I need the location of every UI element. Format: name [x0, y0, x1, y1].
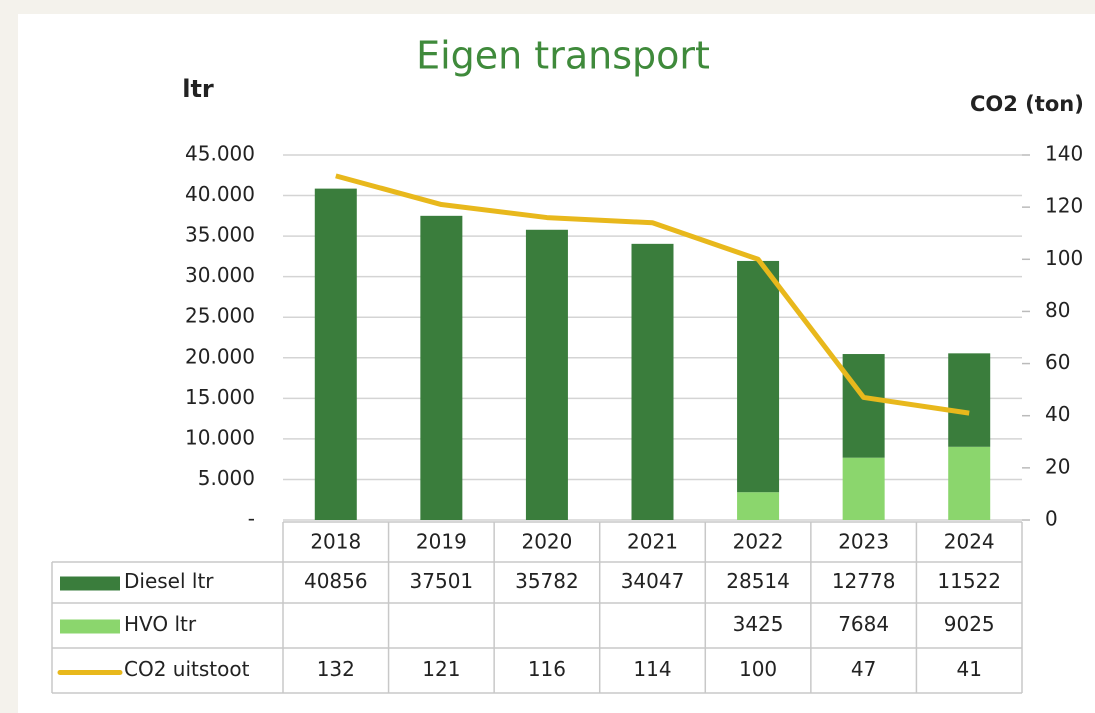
table-value: 41: [956, 657, 981, 681]
y2-tick-label: 80: [1045, 298, 1070, 322]
y-tick-label: 10.000: [185, 425, 255, 449]
legend-label: Diesel ltr: [124, 569, 214, 593]
bar: [420, 215, 463, 520]
legend-swatch: [60, 576, 120, 591]
y2-tick-label: 0: [1045, 507, 1058, 531]
x-tick-label: 2020: [521, 530, 572, 554]
x-tick-label: 2024: [944, 530, 995, 554]
table-value: 3425: [733, 612, 784, 636]
y-axis-label: ltr: [182, 75, 214, 103]
y-tick-label: 45.000: [185, 142, 255, 166]
y-tick-label: 40.000: [185, 182, 255, 206]
y-tick-label: 25.000: [185, 304, 255, 328]
co2-line: [335, 173, 970, 416]
legend-swatch: [60, 619, 120, 634]
bar: [948, 353, 991, 447]
y-tick-label: 30.000: [185, 263, 255, 287]
table-value: 40856: [304, 569, 368, 593]
x-tick-label: 2023: [838, 530, 889, 554]
table-value: 47: [851, 657, 876, 681]
table-value: 7684: [838, 612, 889, 636]
table-value: 35782: [515, 569, 579, 593]
y-tick-label: -: [248, 507, 255, 531]
y2-tick-label: 60: [1045, 350, 1070, 374]
y2-tick-label: 140: [1045, 142, 1083, 166]
x-tick-label: 2022: [733, 530, 784, 554]
bar: [631, 243, 674, 520]
legend-label: CO2 uitstoot: [124, 657, 250, 681]
y-tick-label: 15.000: [185, 385, 255, 409]
bar: [314, 188, 357, 521]
bar: [525, 229, 568, 520]
table-value: 114: [633, 657, 671, 681]
bar: [842, 354, 885, 458]
y2-tick-label: 100: [1045, 246, 1083, 270]
y-tick-label: 35.000: [185, 223, 255, 247]
legend-label: HVO ltr: [124, 612, 197, 636]
y-tick-label: 20.000: [185, 344, 255, 368]
y2-tick-label: 20: [1045, 454, 1070, 478]
table-value: 9025: [944, 612, 995, 636]
table-value: 121: [422, 657, 460, 681]
table-value: 11522: [937, 569, 1001, 593]
y-tick-label: 5.000: [198, 466, 255, 490]
table-value: 28514: [726, 569, 790, 593]
bar: [737, 260, 780, 493]
y2-axis-label: CO2 (ton): [970, 92, 1084, 116]
y2-tick-label: 40: [1045, 402, 1070, 426]
table-value: 116: [528, 657, 566, 681]
table-value: 132: [317, 657, 355, 681]
bar: [842, 457, 885, 520]
table-value: 100: [739, 657, 777, 681]
y2-tick-label: 120: [1045, 194, 1083, 218]
table-value: 12778: [832, 569, 896, 593]
chart-title: Eigen transport: [416, 34, 710, 78]
x-tick-label: 2018: [310, 530, 361, 554]
x-tick-label: 2021: [627, 530, 678, 554]
table-value: 34047: [621, 569, 685, 593]
table-value: 37501: [410, 569, 474, 593]
x-tick-label: 2019: [416, 530, 467, 554]
bar: [737, 492, 780, 520]
bar: [948, 446, 991, 520]
